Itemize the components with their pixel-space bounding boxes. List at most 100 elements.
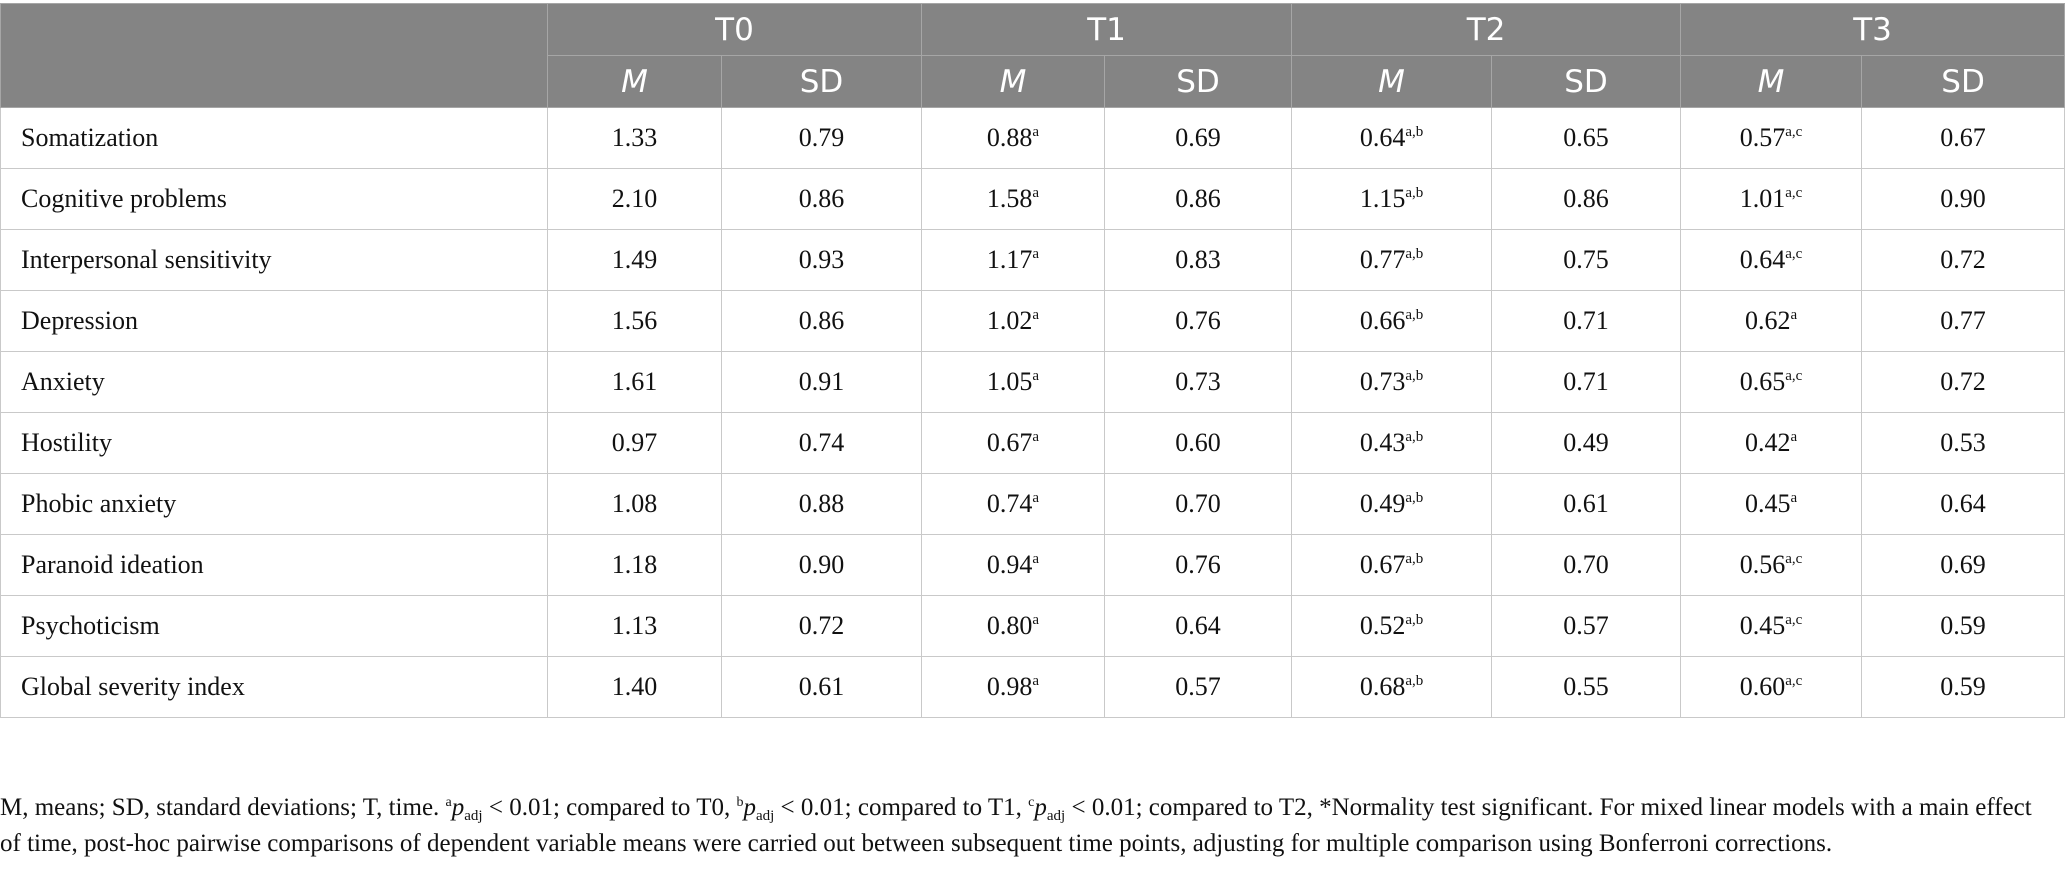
sd-cell: 0.64 — [1104, 595, 1293, 657]
cell-value: 0.42 — [1744, 428, 1791, 457]
cell-value: 1.56 — [611, 306, 658, 335]
row-label: Depression — [0, 290, 548, 352]
mean-cell: 0.88a — [921, 107, 1106, 169]
significance-marker: a,b — [1405, 673, 1424, 689]
mean-cell: 0.64a,c — [1680, 229, 1863, 291]
cell-value: 0.86 — [798, 306, 845, 335]
header-group-t3: T3 — [1680, 3, 2066, 56]
cell-value: 0.71 — [1563, 367, 1609, 396]
significance-marker: a — [1032, 612, 1040, 628]
cell-value: 0.83 — [1175, 245, 1221, 274]
sd-cell: 0.86 — [1491, 168, 1682, 230]
sd-cell: 0.67 — [1861, 107, 2066, 169]
table-body: Somatization 1.33 0.79 0.88a 0.69 0.64a,b 0.65… — [0, 107, 2066, 718]
significance-marker: a — [1032, 246, 1040, 262]
header-row-groups: T0 T1 T2 T3 — [0, 3, 2066, 108]
cell-value: 0.76 — [1175, 550, 1221, 579]
significance-marker: a — [1032, 307, 1040, 323]
mean-cell: 0.67a — [921, 412, 1106, 474]
sd-cell: 0.90 — [1861, 168, 2066, 230]
header-sd: SD — [1104, 55, 1293, 108]
sd-cell: 0.76 — [1104, 290, 1293, 352]
cell-value: 0.75 — [1563, 245, 1609, 274]
cell-value: 0.67 — [1940, 123, 1986, 152]
sd-cell: 0.71 — [1491, 290, 1682, 352]
cell-value: 0.59 — [1940, 672, 1986, 701]
significance-marker: a,c — [1785, 673, 1803, 689]
sd-cell: 0.79 — [720, 107, 923, 169]
sd-cell: 0.61 — [1491, 473, 1682, 535]
cell-value: 1.15 — [1359, 184, 1406, 213]
header-mean: M — [547, 55, 722, 108]
mean-cell: 0.77a,b — [1291, 229, 1493, 291]
cell-value: 1.05 — [986, 367, 1033, 396]
mean-cell: 0.73a,b — [1291, 351, 1493, 413]
cell-value: 0.79 — [798, 123, 845, 152]
cell-value: 0.67 — [986, 428, 1033, 457]
cell-value: 0.90 — [1940, 184, 1986, 213]
cell-value: 0.70 — [1175, 489, 1221, 518]
significance-marker: a,b — [1405, 246, 1424, 262]
table-row: Cognitive problems 2.10 0.86 1.58a 0.86 1.15a… — [0, 168, 2066, 230]
sd-cell: 0.69 — [1104, 107, 1293, 169]
header-group-t1: T1 — [921, 3, 1293, 56]
cell-value: 0.86 — [1175, 184, 1221, 213]
cell-value: 0.49 — [1359, 489, 1406, 518]
cell-value: 0.64 — [1940, 489, 1986, 518]
mean-cell: 1.61 — [547, 351, 722, 413]
mean-cell: 1.18 — [547, 534, 722, 596]
cell-value: 0.86 — [798, 184, 845, 213]
mean-cell: 1.33 — [547, 107, 722, 169]
mean-cell: 1.05a — [921, 351, 1106, 413]
sd-cell: 0.59 — [1861, 656, 2066, 718]
cell-value: 0.88 — [798, 489, 845, 518]
cell-value: 0.57 — [1739, 123, 1786, 152]
cell-value: 0.69 — [1940, 550, 1986, 579]
sd-cell: 0.83 — [1104, 229, 1293, 291]
mean-cell: 1.01a,c — [1680, 168, 1863, 230]
cell-value: 0.62 — [1744, 306, 1791, 335]
cell-value: 0.76 — [1175, 306, 1221, 335]
mean-cell: 1.13 — [547, 595, 722, 657]
sd-cell: 0.88 — [720, 473, 923, 535]
sd-cell: 0.59 — [1861, 595, 2066, 657]
cell-value: 0.72 — [1940, 245, 1986, 274]
sd-cell: 0.64 — [1861, 473, 2066, 535]
table-row: Hostility 0.97 0.74 0.67a 0.60 0.43a,b 0.49 0.4… — [0, 412, 2066, 474]
significance-marker: a,b — [1405, 368, 1424, 384]
cell-value: 1.17 — [986, 245, 1033, 274]
sd-cell: 0.86 — [720, 290, 923, 352]
significance-marker: a — [1790, 307, 1798, 323]
cell-value: 0.73 — [1175, 367, 1221, 396]
sd-cell: 0.75 — [1491, 229, 1682, 291]
cell-value: 0.53 — [1940, 428, 1986, 457]
significance-marker: a,b — [1405, 185, 1424, 201]
significance-marker: a,c — [1785, 612, 1803, 628]
mean-cell: 0.60a,c — [1680, 656, 1863, 718]
significance-marker: a — [1032, 490, 1040, 506]
cell-value: 0.57 — [1563, 611, 1609, 640]
mean-cell: 0.80a — [921, 595, 1106, 657]
mean-cell: 0.62a — [1680, 290, 1863, 352]
sd-cell: 0.91 — [720, 351, 923, 413]
table-row: Paranoid ideation 1.18 0.90 0.94a 0.76 0.67a,… — [0, 534, 2066, 596]
cell-value: 0.80 — [986, 611, 1033, 640]
cell-value: 0.65 — [1563, 123, 1609, 152]
sd-cell: 0.72 — [1861, 351, 2066, 413]
cell-value: 0.61 — [798, 672, 845, 701]
mean-cell: 0.68a,b — [1291, 656, 1493, 718]
significance-marker: a — [1032, 368, 1040, 384]
significance-marker: a — [1032, 185, 1040, 201]
mean-cell: 0.49a,b — [1291, 473, 1493, 535]
mean-cell: 1.40 — [547, 656, 722, 718]
row-label: Psychoticism — [0, 595, 548, 657]
significance-marker: a,c — [1785, 124, 1803, 140]
cell-value: 0.55 — [1563, 672, 1609, 701]
cell-value: 1.18 — [611, 550, 658, 579]
mean-cell: 0.45a,c — [1680, 595, 1863, 657]
cell-value: 0.60 — [1175, 428, 1221, 457]
sd-cell: 0.53 — [1861, 412, 2066, 474]
sd-cell: 0.65 — [1491, 107, 1682, 169]
cell-value: 0.73 — [1359, 367, 1406, 396]
cell-value: 0.98 — [986, 672, 1033, 701]
